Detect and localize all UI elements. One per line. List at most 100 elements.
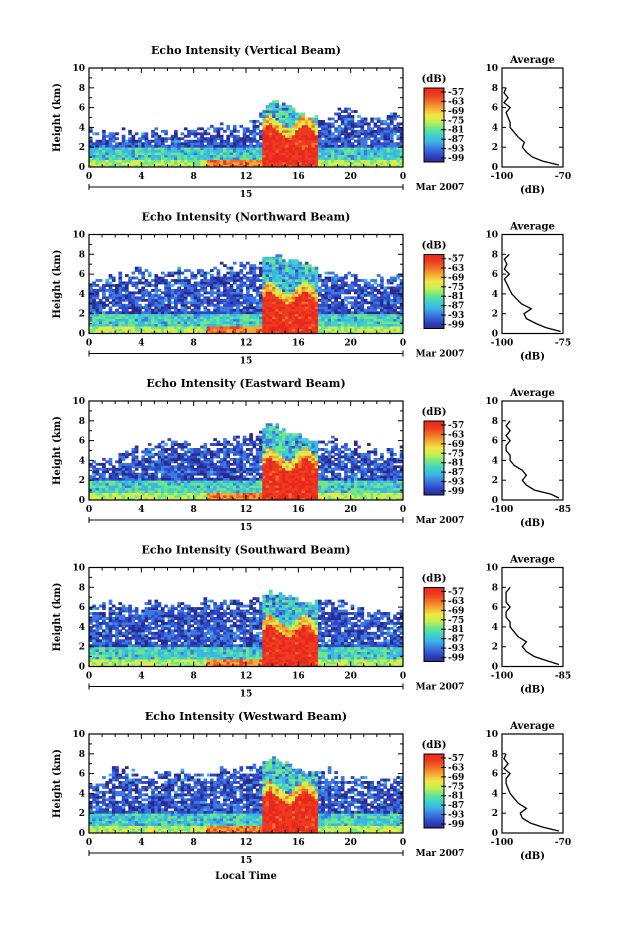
heatmap-cell — [396, 152, 401, 156]
colorbar-tick-label: -75 — [448, 283, 464, 293]
heatmap-cell — [386, 117, 391, 121]
heatmap-cell — [216, 274, 221, 277]
heatmap-cell — [259, 154, 263, 158]
heatmap-cell — [174, 450, 178, 454]
heatmap-cell — [164, 129, 168, 133]
heatmap-cell — [160, 326, 165, 329]
heatmap-cell — [357, 291, 361, 295]
heatmap-cell — [291, 311, 296, 315]
heatmap-cell — [118, 162, 123, 165]
heatmap-cell — [131, 296, 136, 300]
heatmap-cell — [147, 467, 152, 471]
heatmap-cell — [183, 492, 188, 496]
heatmap-cell — [376, 139, 381, 143]
heatmap-cell — [170, 162, 175, 165]
heatmap-cell — [226, 472, 231, 476]
heatmap-cell — [281, 321, 286, 325]
heatmap-cell — [304, 311, 309, 315]
heatmap-cell — [193, 162, 198, 165]
heatmap-cell — [190, 276, 195, 280]
heatmap-cell — [239, 271, 244, 275]
heatmap-cell — [347, 122, 352, 126]
heatmap-cell — [177, 452, 181, 456]
heatmap-cell — [196, 164, 201, 168]
heatmap-cell — [268, 107, 273, 111]
heatmap-cell — [157, 157, 162, 160]
heatmap-cell — [291, 298, 296, 302]
heatmap-cell — [190, 480, 195, 484]
heatmap-cell — [200, 470, 204, 474]
heatmap-cell — [301, 291, 306, 295]
heatmap-cell — [89, 323, 93, 327]
heatmap-cell — [288, 162, 293, 165]
heatmap-cell — [170, 291, 175, 295]
heatmap-cell — [304, 142, 309, 146]
heatmap-cell — [223, 472, 227, 476]
heatmap-cell — [226, 443, 231, 446]
heatmap-cell — [285, 124, 289, 128]
heatmap-cell — [138, 149, 142, 153]
heatmap-cell — [291, 112, 296, 116]
heatmap-cell — [334, 119, 338, 123]
heatmap-cell — [115, 313, 119, 317]
heatmap-cell — [317, 276, 322, 280]
heatmap-cell — [141, 331, 145, 334]
heatmap-cell — [344, 274, 348, 277]
heatmap-cell — [360, 286, 365, 290]
heatmap-cell — [174, 303, 178, 307]
heatmap-cell — [350, 157, 355, 160]
heatmap-cell — [380, 276, 384, 280]
heatmap-cell — [180, 147, 185, 151]
heatmap-cell — [196, 301, 201, 305]
heatmap-cell — [344, 313, 348, 317]
heatmap-cell — [308, 137, 312, 141]
heatmap-cell — [327, 291, 332, 295]
heatmap-cell — [295, 147, 299, 151]
heatmap-cell — [141, 149, 145, 153]
heatmap-cell — [89, 298, 93, 302]
heatmap-cell — [206, 480, 211, 484]
heatmap-cell — [255, 152, 260, 156]
heatmap-cell — [216, 440, 221, 444]
heatmap-cell — [160, 129, 165, 133]
heatmap-cell — [164, 462, 168, 466]
heatmap-cell — [187, 288, 191, 292]
heatmap-cell — [321, 139, 325, 143]
heatmap-cell — [115, 137, 119, 141]
heatmap-cell — [242, 159, 247, 163]
heatmap-cell — [242, 157, 247, 160]
heatmap-cell — [160, 497, 165, 501]
heatmap-cell — [242, 457, 247, 461]
heatmap-cell — [281, 112, 286, 116]
heatmap-cell — [200, 495, 204, 498]
heatmap-cell — [265, 318, 270, 322]
heatmap-cell — [206, 139, 211, 143]
heatmap-cell — [308, 264, 312, 268]
heatmap-cell — [327, 296, 332, 300]
heatmap-cell — [216, 164, 221, 168]
heatmap-cell — [177, 276, 181, 280]
heatmap-cell — [111, 159, 116, 163]
heatmap-cell — [121, 288, 126, 292]
heatmap-cell — [170, 137, 175, 141]
heatmap-cell — [147, 139, 152, 143]
heatmap-cell — [121, 281, 126, 285]
profile-y-tick-label: 6 — [492, 104, 498, 114]
heatmap-cell — [187, 162, 191, 165]
heatmap-cell — [344, 276, 348, 280]
heatmap-cell — [331, 308, 335, 312]
heatmap-cell — [108, 485, 113, 489]
heatmap-cell — [268, 132, 273, 136]
heatmap-cell — [278, 112, 283, 116]
heatmap-cell — [337, 306, 342, 310]
heatmap-cell — [138, 331, 142, 334]
heatmap-cell — [193, 470, 198, 474]
heatmap-cell — [367, 152, 371, 156]
heatmap-cell — [357, 157, 361, 160]
heatmap-cell — [265, 134, 270, 138]
heatmap-cell — [147, 144, 152, 148]
heatmap-cell — [239, 465, 244, 469]
heatmap-cell — [334, 298, 338, 302]
heatmap-cell — [370, 164, 374, 168]
heatmap-cell — [95, 462, 100, 466]
